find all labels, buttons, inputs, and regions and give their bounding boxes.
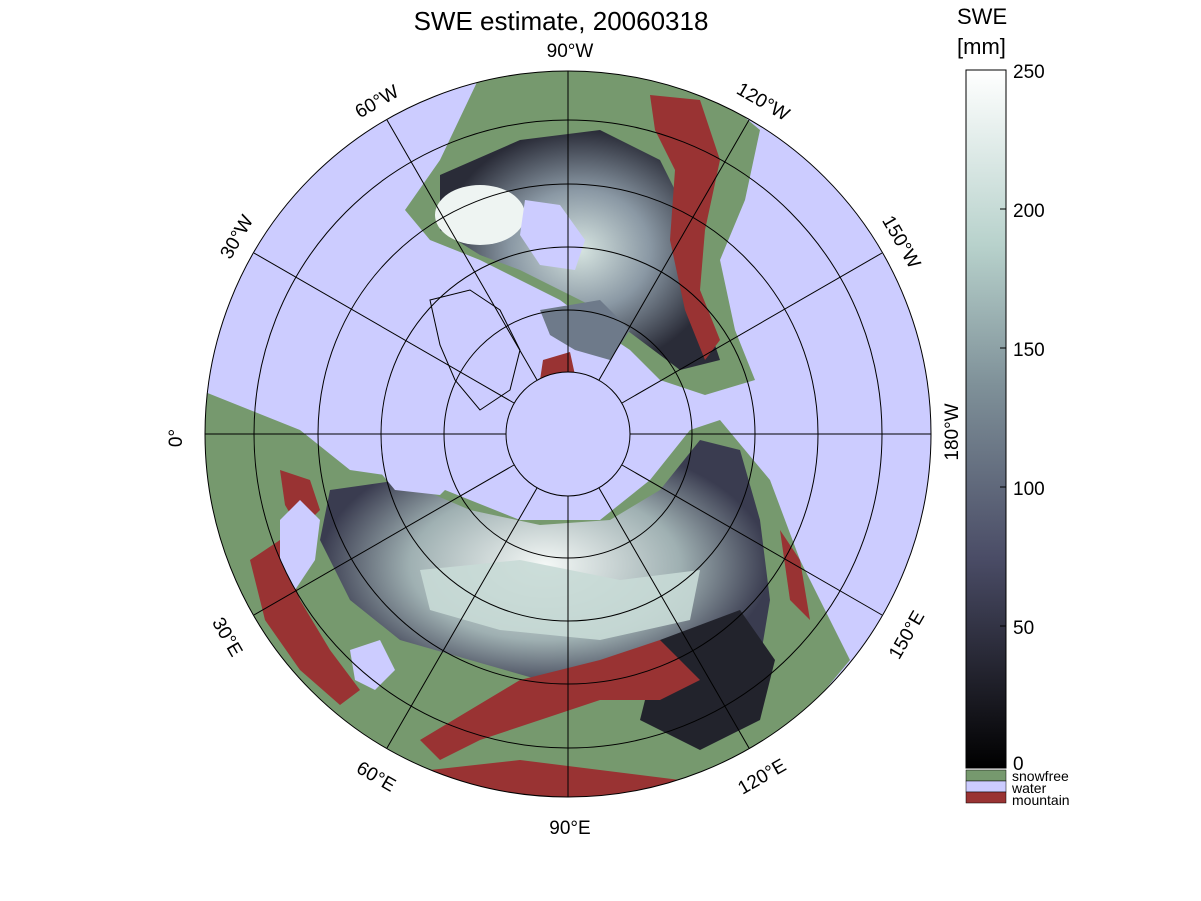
tick-label-150: 150 bbox=[1013, 340, 1045, 361]
map-boundary bbox=[204, 70, 932, 798]
kamchatka-mountain bbox=[780, 530, 810, 620]
colorbar: SWE [mm] 250 200 150 100 50 0 snowfree w… bbox=[957, 4, 1070, 808]
label-120e: 120°E bbox=[734, 755, 790, 799]
baltic-water bbox=[280, 500, 320, 590]
legend-swatch-water bbox=[965, 780, 1007, 793]
legend-label-water: water bbox=[1011, 780, 1047, 796]
polar-map bbox=[205, 71, 931, 797]
legend-label-mountain: mountain bbox=[1012, 792, 1070, 808]
label-90e: 90°E bbox=[549, 818, 590, 839]
meridian-line bbox=[253, 464, 515, 616]
siberia-deep-snow bbox=[420, 560, 700, 640]
greenland-outline bbox=[429, 289, 521, 411]
tick-label-50: 50 bbox=[1013, 618, 1034, 639]
label-60e: 60°E bbox=[353, 758, 399, 797]
meridian-line bbox=[386, 487, 538, 749]
meridian-line bbox=[598, 119, 750, 381]
legend-swatch-mountain bbox=[965, 791, 1007, 804]
colorbar-ticks bbox=[1000, 69, 1006, 627]
meridian-line bbox=[621, 464, 883, 616]
meridian-line bbox=[386, 119, 538, 381]
tick-label-100: 100 bbox=[1013, 479, 1045, 500]
label-30e: 30°E bbox=[207, 614, 246, 660]
map-title: SWE estimate, 20060318 bbox=[414, 6, 709, 36]
colorbar-gradient bbox=[965, 69, 1007, 769]
meridian-line bbox=[621, 252, 883, 404]
meridian-line bbox=[598, 487, 750, 749]
kara-sea-water bbox=[370, 455, 460, 495]
tick-label-200: 200 bbox=[1013, 201, 1045, 222]
north-pole-water bbox=[506, 372, 630, 496]
tick-label-0: 0 bbox=[1013, 754, 1024, 775]
black-caspian-water bbox=[350, 640, 395, 690]
label-150e: 150°E bbox=[885, 607, 929, 663]
meridian-line bbox=[253, 252, 515, 404]
rockies-mountain bbox=[650, 95, 720, 360]
legend-label-snowfree: snowfree bbox=[1012, 768, 1069, 784]
tick-label-250: 250 bbox=[1013, 62, 1045, 83]
east-siberia-dark bbox=[640, 610, 775, 750]
hudson-bay-water bbox=[520, 200, 585, 270]
legend-swatch-snowfree bbox=[965, 769, 1007, 782]
label-90w: 90°W bbox=[547, 41, 594, 62]
label-180w: 180°W bbox=[942, 403, 963, 460]
labrador-deep-snow bbox=[435, 185, 525, 245]
graticule bbox=[205, 71, 931, 797]
colorbar-unit: [mm] bbox=[957, 34, 1006, 59]
europe-mountain bbox=[250, 540, 360, 705]
label-0: 0° bbox=[166, 429, 187, 447]
arctic-islands bbox=[540, 300, 630, 360]
central-asia-mountain bbox=[420, 640, 700, 760]
colorbar-title: SWE bbox=[957, 4, 1007, 29]
